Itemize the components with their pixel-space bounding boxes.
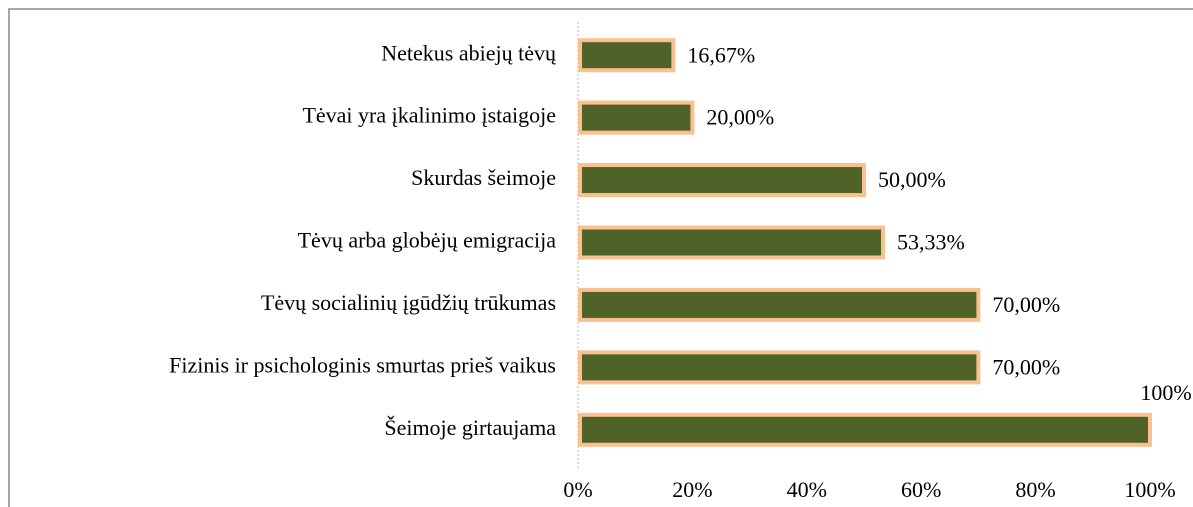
- value-label: 70,00%: [992, 292, 1060, 317]
- x-tick-label: 40%: [787, 477, 827, 502]
- x-tick-label: 100%: [1124, 477, 1175, 502]
- bar: [578, 350, 981, 385]
- value-label: 20,00%: [706, 105, 774, 130]
- value-label: 70,00%: [992, 354, 1060, 379]
- y-tick-label: Šeimoje girtaujama: [384, 415, 556, 440]
- chart-frame: [8, 8, 1193, 507]
- value-label: 100%: [1140, 380, 1191, 405]
- value-label: 16,67%: [687, 42, 755, 67]
- y-tick-label: Tėvų arba globėjų emigracija: [298, 228, 557, 253]
- bar: [578, 287, 981, 322]
- bar: [578, 100, 695, 135]
- y-tick-label: Tėvų socialinių įgūdžių trūkumas: [261, 290, 556, 315]
- y-tick-label: Skurdas šeimoje: [411, 165, 556, 190]
- y-tick-label: Netekus abiejų tėvų: [381, 40, 557, 65]
- bar: [578, 225, 886, 260]
- bar: [578, 163, 866, 198]
- x-tick-label: 0%: [563, 477, 592, 502]
- value-label: 50,00%: [878, 167, 946, 192]
- x-tick-label: 80%: [1015, 477, 1055, 502]
- value-label: 53,33%: [897, 230, 965, 255]
- x-tick-label: 20%: [672, 477, 712, 502]
- bar: [578, 412, 1152, 447]
- x-tick-label: 60%: [901, 477, 941, 502]
- bar: [578, 38, 676, 73]
- y-tick-label: Fizinis ir psichologinis smurtas prieš v…: [169, 352, 556, 377]
- y-tick-label: Tėvai yra įkalinimo įstaigoje: [302, 103, 556, 128]
